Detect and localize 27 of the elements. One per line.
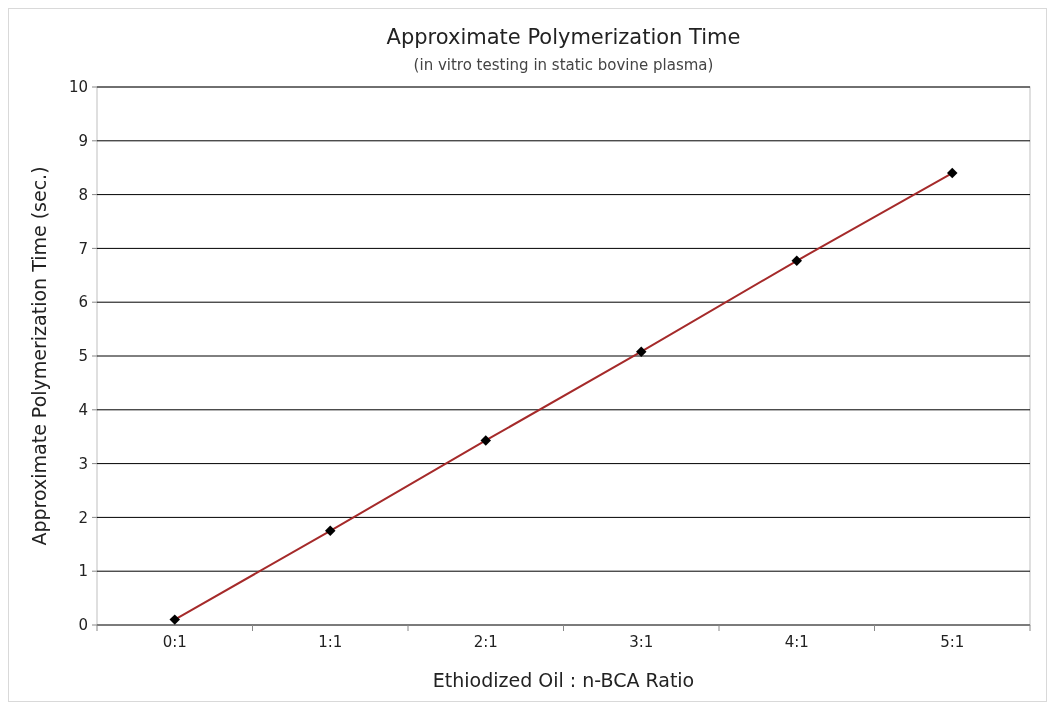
y-tick-label: 5	[78, 347, 88, 366]
y-axis-title: Approximate Polymerization Time (sec.)	[28, 166, 50, 546]
y-tick-label: 1	[78, 562, 88, 581]
x-tick-label: 0:1	[162, 633, 187, 651]
x-tick-label: 4:1	[784, 633, 809, 651]
x-tick-label: 1:1	[318, 633, 343, 651]
x-tick-label: 3:1	[629, 633, 654, 651]
chart-title: Approximate Polymerization Time	[386, 25, 741, 49]
chart-subtitle: (in vitro testing in static bovine plasma)	[413, 56, 714, 74]
point	[947, 167, 958, 179]
y-tick-label: 9	[78, 132, 88, 151]
point	[325, 525, 336, 537]
x-tick-label: 5:1	[940, 633, 965, 651]
y-tick-label: 0	[78, 616, 88, 635]
point	[480, 435, 491, 446]
point	[791, 255, 802, 267]
y-tick-label: 2	[78, 508, 88, 527]
y-tick-label: 10	[68, 78, 88, 97]
y-tick-label: 8	[78, 185, 88, 204]
point	[636, 346, 647, 357]
y-tick-label: 4	[78, 401, 88, 420]
x-tick-label: 2:1	[473, 633, 498, 651]
point	[169, 614, 180, 625]
y-tick-label: 6	[78, 293, 88, 312]
y-tick-label: 3	[78, 454, 88, 473]
y-tick-label: 7	[78, 239, 88, 258]
x-axis-title: Ethiodized Oil : n-BCA Ratio	[432, 669, 695, 691]
